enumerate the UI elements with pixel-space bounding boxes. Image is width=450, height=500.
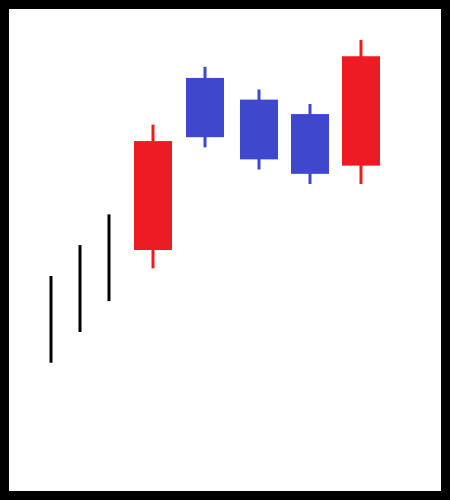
candle-7-body (291, 114, 329, 174)
candle-4-body (134, 141, 172, 250)
candle-5-body (186, 77, 224, 138)
candle-6 (240, 89, 278, 170)
candle-7 (291, 103, 329, 184)
candle-8-body (342, 56, 380, 166)
candle-6-body (240, 99, 278, 160)
candle-4 (134, 124, 172, 269)
candle-8 (342, 39, 380, 184)
candle-5 (186, 66, 224, 148)
